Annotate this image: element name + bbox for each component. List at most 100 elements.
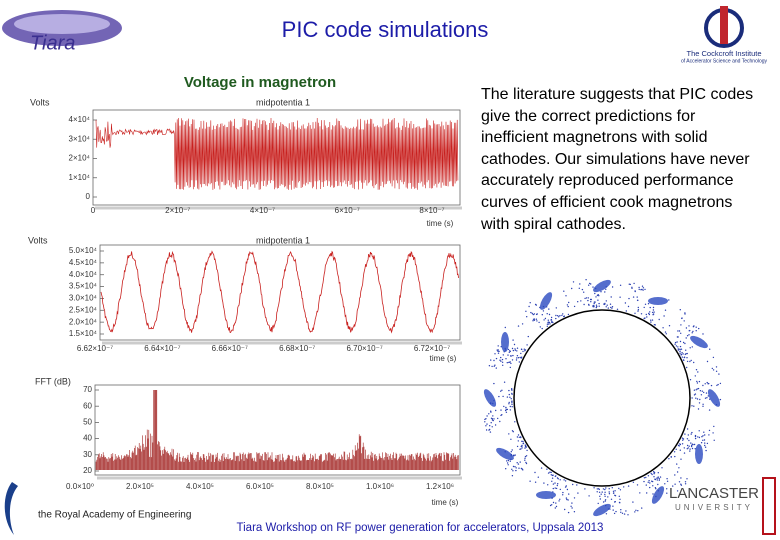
electron [567,305,569,308]
electron [632,296,635,298]
electron [489,431,492,433]
electron [494,364,496,366]
electron [646,316,648,318]
electron [699,390,702,392]
electron [682,353,684,355]
electron [654,478,656,480]
electron [497,417,499,420]
electron [678,481,681,483]
cockcroft-subtext: of Accelerator Science and Technology [681,58,768,64]
electron [608,493,611,495]
electron [528,305,530,308]
electron [529,302,531,304]
electron [637,306,639,309]
electron [602,488,605,490]
electron [554,487,556,489]
electron [674,341,677,344]
electron [691,397,693,399]
electron [552,474,554,476]
electron [619,296,621,298]
electron [632,501,634,503]
electron [578,287,580,289]
electron [600,493,602,495]
electron [679,340,682,343]
electron [514,349,517,351]
electron [576,484,578,486]
electron [509,350,511,353]
electron [559,315,561,317]
electron [551,480,553,482]
x-tick-label: 6.72×10⁻⁷ [414,344,450,353]
electron [712,356,715,359]
electron [686,438,689,440]
electron [643,306,645,309]
y-tick-label: 40 [83,434,92,443]
electron [579,283,581,285]
electron [537,476,539,478]
electron [620,511,622,513]
electron [547,321,549,324]
electron [511,468,513,470]
electron [613,512,616,515]
cathode [513,309,691,487]
electron [566,488,569,491]
electron [556,484,558,487]
electron [558,500,560,502]
x-tick-label: 0 [91,206,96,215]
electron [533,313,536,315]
y-tick-label: 60 [83,401,92,410]
electron [514,466,516,468]
electron [646,492,648,494]
electron [555,505,558,508]
electron [588,284,590,286]
electron [619,489,622,491]
electron [573,497,576,499]
electron [702,403,704,405]
x-tick-label: 2.0×10⁵ [126,482,154,491]
electron [500,409,502,411]
electron [514,454,516,456]
electron [698,380,701,383]
electron [654,487,657,489]
voltage-trace [95,117,459,190]
electron [690,445,693,448]
electron [516,355,519,357]
electron [604,499,607,501]
electron [522,440,524,443]
electron [494,424,497,426]
electron [567,499,569,501]
electron [593,306,595,308]
electron [652,314,654,316]
electron [544,317,547,320]
electron [708,382,710,385]
electron [542,310,545,312]
electron [638,286,640,289]
electron [608,488,610,490]
electron [512,431,514,433]
x-tick-label: 1.2×10⁶ [426,482,454,491]
electron [521,323,524,325]
electron [523,348,525,350]
electron [702,435,704,437]
electron [612,505,614,507]
x-tick-label: 4.0×10⁵ [186,482,214,491]
x-tick-label: 1.0×10⁶ [366,482,394,491]
electron [613,492,615,494]
electron [490,422,492,424]
electron [505,411,508,413]
electron [517,357,520,359]
electron [550,474,552,476]
electron [659,476,662,478]
electron [715,370,718,372]
electron [604,291,606,293]
electron [666,492,668,494]
electron [658,318,660,321]
electron [507,348,510,351]
electron [565,497,568,499]
electron [640,313,643,315]
electron [686,352,688,355]
electron [559,479,561,481]
electron [713,425,715,428]
x-tick-label: 0.0×10⁰ [66,482,94,491]
